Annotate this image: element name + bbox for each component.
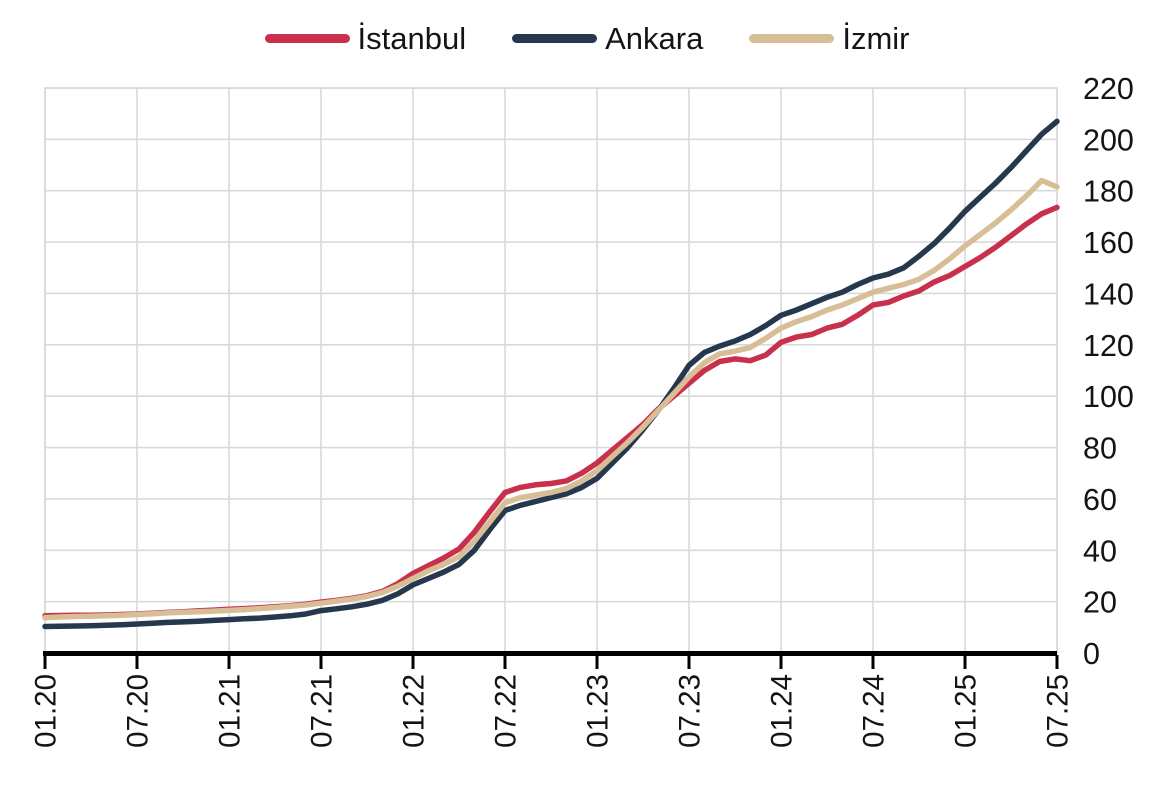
ankara-line-swatch-icon bbox=[512, 33, 598, 43]
y-tick-label: 160 bbox=[1083, 226, 1134, 260]
x-tick-label: 07.25 bbox=[1042, 674, 1075, 748]
x-tick-label: 01.23 bbox=[582, 674, 615, 748]
plot-border bbox=[44, 87, 1058, 654]
istanbul-line-swatch-icon bbox=[264, 33, 350, 43]
series-line-ankara bbox=[42, 118, 1060, 630]
legend-label-istanbul: İstanbul bbox=[357, 20, 467, 56]
x-tick-label: 01.20 bbox=[30, 674, 63, 748]
x-tick-label: 07.20 bbox=[122, 674, 155, 748]
x-tick-label: 01.25 bbox=[950, 674, 983, 748]
y-tick-label: 120 bbox=[1083, 329, 1134, 363]
series-line-i̇zmir bbox=[42, 177, 1060, 621]
y-tick-label: 40 bbox=[1083, 534, 1117, 568]
y-tick-label: 200 bbox=[1083, 123, 1134, 157]
chart-legend: İstanbul Ankara İzmir bbox=[0, 16, 1174, 60]
x-tick-label: 01.22 bbox=[398, 674, 431, 748]
izmir-line-swatch-icon bbox=[749, 33, 835, 43]
x-tick-label: 07.22 bbox=[490, 674, 523, 748]
legend-item-istanbul: İstanbul bbox=[264, 20, 467, 56]
y-tick-label: 100 bbox=[1083, 380, 1134, 414]
x-tick-label: 07.23 bbox=[674, 674, 707, 748]
y-tick-label: 220 bbox=[1083, 72, 1134, 106]
legend-item-izmir: İzmir bbox=[749, 23, 909, 54]
y-tick-label: 180 bbox=[1083, 175, 1134, 209]
y-tick-label: 60 bbox=[1083, 483, 1117, 517]
x-tick-label: 07.24 bbox=[858, 674, 891, 748]
x-tick-label: 01.24 bbox=[766, 674, 799, 748]
y-tick-label: 20 bbox=[1083, 586, 1117, 620]
legend-label-ankara: Ankara bbox=[605, 20, 704, 56]
x-tick-label: 07.21 bbox=[306, 674, 339, 748]
legend-label-izmir: İzmir bbox=[842, 20, 910, 56]
legend-item-ankara: Ankara bbox=[512, 23, 703, 54]
y-tick-label: 140 bbox=[1083, 277, 1134, 311]
y-tick-label: 80 bbox=[1083, 432, 1117, 466]
x-tick-label: 01.21 bbox=[214, 674, 247, 748]
y-tick-label: 0 bbox=[1083, 637, 1100, 671]
